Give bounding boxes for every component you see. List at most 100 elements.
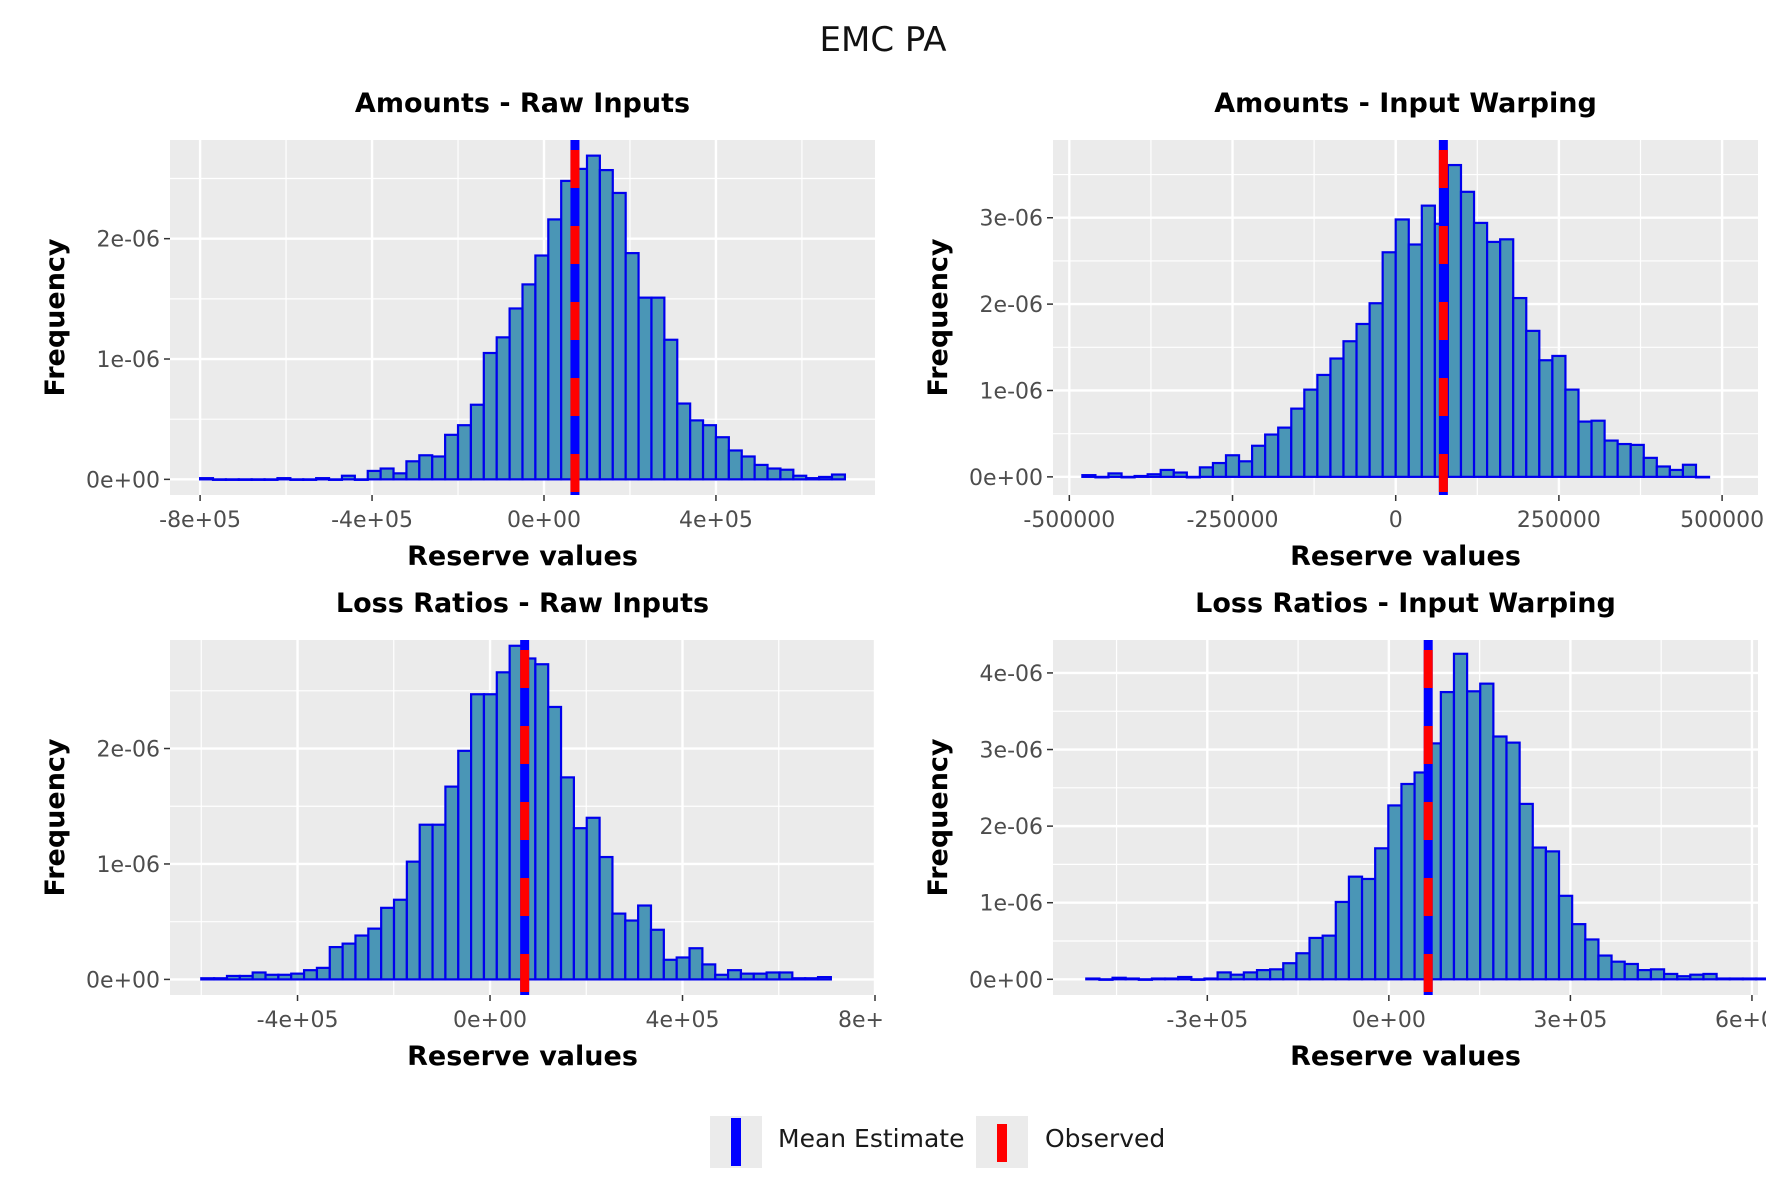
histogram-bar: [675, 956, 691, 981]
y-axis-title: Frequency: [923, 238, 954, 396]
x-axis-title: Reserve values: [1290, 1041, 1521, 1072]
histogram-bar: [470, 693, 486, 981]
histogram-bar: [469, 403, 485, 481]
histogram-bar: [276, 477, 292, 481]
histogram-bar: [315, 966, 331, 981]
histogram-bar: [1334, 900, 1351, 981]
histogram-bar: [1308, 936, 1324, 981]
histogram-bar: [1316, 373, 1332, 478]
histogram-bar: [1407, 243, 1423, 478]
histogram-bar: [238, 974, 254, 981]
chart-title: Loss Ratios - Input Warping: [1195, 588, 1616, 619]
histogram-bar: [418, 823, 434, 981]
x-axis-title: Reserve values: [407, 541, 638, 572]
y-tick-label: 2e-06: [97, 738, 160, 763]
x-tick-label: 0e+00: [1352, 1008, 1426, 1033]
histogram-bar: [302, 969, 319, 981]
histogram-bar: [778, 971, 794, 981]
histogram-bar: [1741, 977, 1758, 981]
histogram-bar: [315, 477, 331, 481]
histogram-bar: [1368, 302, 1384, 478]
histogram-bar: [1668, 468, 1685, 478]
histogram-bar: [1754, 977, 1766, 981]
histogram-bar: [1255, 969, 1272, 981]
histogram-bar: [431, 455, 447, 481]
histogram-bar: [662, 958, 678, 981]
histogram-bar: [431, 823, 447, 981]
histogram-bar: [547, 705, 563, 981]
histogram-bar: [701, 424, 718, 481]
histogram-bar: [1485, 240, 1502, 478]
legend-label-mean-estimate: Mean Estimate: [778, 1124, 965, 1153]
y-tick-label: 0e+00: [969, 968, 1043, 993]
histogram-bar: [366, 469, 382, 481]
histogram-bar: [1242, 971, 1259, 981]
x-tick-label: 500000: [1680, 508, 1764, 533]
histogram-bar: [1610, 960, 1626, 981]
histogram-bar: [1120, 475, 1136, 479]
histogram-bar: [624, 252, 640, 481]
histogram-bar: [1557, 894, 1574, 981]
histogram-bar: [1237, 460, 1254, 478]
histogram-bar: [444, 785, 460, 981]
histogram-bar: [1150, 977, 1167, 981]
histogram-bar: [1584, 938, 1600, 981]
histogram-bar: [1505, 741, 1521, 981]
histogram-bar: [1446, 163, 1463, 478]
histogram-bar: [689, 419, 705, 481]
histogram-bar: [534, 663, 550, 981]
histogram-bar: [1124, 977, 1140, 981]
histogram-bar: [302, 478, 318, 481]
histogram-bar: [1264, 433, 1280, 478]
histogram-bar: [327, 478, 344, 481]
y-tick-label: 2e-06: [97, 228, 160, 253]
histogram-bar: [637, 904, 653, 981]
histogram-bar: [1702, 972, 1718, 981]
histogram-bar: [1629, 443, 1645, 478]
histogram-bar: [637, 296, 653, 481]
y-axis-title: Frequency: [40, 238, 71, 396]
histogram-bar: [559, 776, 575, 981]
histogram-bar: [277, 973, 293, 981]
histogram-bar: [688, 947, 704, 981]
histogram-bar: [482, 351, 498, 481]
histogram-bar: [392, 898, 408, 981]
histogram-bar: [585, 816, 601, 981]
histogram-bar: [740, 455, 756, 481]
histogram-bar: [624, 919, 640, 981]
histogram-bar: [1374, 847, 1390, 981]
panel-loss-ratios-input-warping: Loss Ratios - Input Warping -3e+05 0e+00 3e…: [883, 580, 1766, 1080]
histogram-bar: [508, 307, 524, 481]
histogram-bar: [1616, 442, 1632, 478]
histogram-bar: [1229, 973, 1245, 981]
histogram-bar: [251, 971, 267, 981]
histogram-bar: [1492, 735, 1508, 981]
histogram-bar: [1571, 923, 1587, 981]
histogram-bar: [213, 977, 229, 981]
histogram-bar: [1525, 329, 1541, 478]
histogram-bar: [611, 912, 627, 981]
histogram-bar: [1137, 978, 1154, 981]
histogram-bar: [225, 974, 241, 981]
x-tick-label: 4e+05: [679, 508, 753, 533]
x-tick-label: 250000: [1517, 508, 1601, 533]
histogram-bar: [1177, 975, 1193, 981]
x-axis-title: Reserve values: [407, 1041, 638, 1072]
histogram-bar: [198, 477, 215, 481]
histogram-bar: [1381, 251, 1397, 478]
histogram-bar: [495, 671, 511, 981]
legend-key-observed: [976, 1116, 1028, 1168]
histogram-bar: [726, 969, 743, 981]
histogram-bar: [1564, 388, 1580, 478]
histogram-bar: [1439, 690, 1456, 981]
histogram-bar: [752, 972, 768, 981]
chart-title: Amounts - Input Warping: [1214, 88, 1597, 119]
histogram-bar: [766, 467, 782, 481]
histogram-bar: [1290, 407, 1306, 478]
y-tick-label: 1e-06: [980, 892, 1043, 917]
histogram-bar: [598, 855, 614, 981]
histogram-bar: [1676, 975, 1692, 981]
y-tick-label: 0e+00: [86, 968, 160, 993]
x-tick-label: -4e+05: [331, 508, 413, 533]
histogram-bar: [1728, 977, 1744, 981]
